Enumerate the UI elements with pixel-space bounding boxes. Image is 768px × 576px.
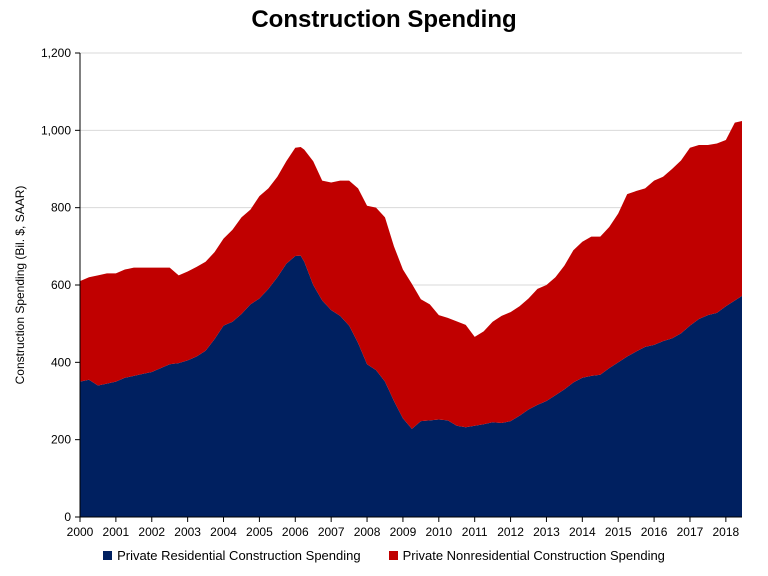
x-tick-label: 2011 [462,525,488,539]
x-tick-label: 2002 [138,525,165,539]
x-tick-label: 2001 [103,525,130,539]
x-tick-label: 2014 [569,525,596,539]
nonresidential-area [80,121,742,429]
axes [75,52,742,522]
x-tick-label: 2004 [210,525,237,539]
x-tick-label: 2018 [713,525,740,539]
residential-area [80,255,742,517]
y-tick-label: 600 [51,278,71,292]
legend-swatch-nonresidential [388,551,398,560]
x-tick-label: 2015 [605,525,632,539]
x-tick-label: 2000 [67,525,94,539]
y-axis-title: Construction Spending (Bil. $, SAAR) [13,186,27,385]
area-series-layer [80,121,742,517]
legend-item-residential: Private Residential Construction Spendin… [103,548,361,563]
legend-label-nonresidential: Private Nonresidential Construction Spen… [402,548,665,563]
y-tick-labels: 0 200 400 600 800 1,000 1,200 [41,46,71,524]
x-tick-label: 2006 [282,525,309,539]
x-tick-label: 2013 [533,525,560,539]
legend: Private Residential Construction Spendin… [0,548,768,563]
x-tick-label: 2008 [354,525,381,539]
y-tick-label: 0 [64,510,71,524]
x-tick-label: 2017 [677,525,704,539]
x-tick-label: 2016 [641,525,668,539]
x-tick-label: 2007 [318,525,345,539]
y-tick-label: 200 [51,433,71,447]
legend-label-residential: Private Residential Construction Spendin… [117,548,361,563]
x-tick-label: 2005 [246,525,273,539]
y-tick-label: 800 [51,201,71,215]
x-tick-label: 2012 [497,525,524,539]
y-tick-label: 1,200 [41,46,71,60]
x-tick-label: 2003 [174,525,201,539]
chart-title: Construction Spending [251,6,517,33]
x-tick-label: 2009 [390,525,417,539]
x-tick-labels: 2000 2001 2002 2003 2004 2005 2006 2007 2008 2009… [67,525,740,539]
y-tick-label: 400 [51,355,71,369]
legend-item-nonresidential: Private Nonresidential Construction Spen… [388,548,665,563]
legend-swatch-residential [103,551,113,560]
x-tick-label: 2010 [425,525,452,539]
y-tick-label: 1,000 [41,123,71,137]
